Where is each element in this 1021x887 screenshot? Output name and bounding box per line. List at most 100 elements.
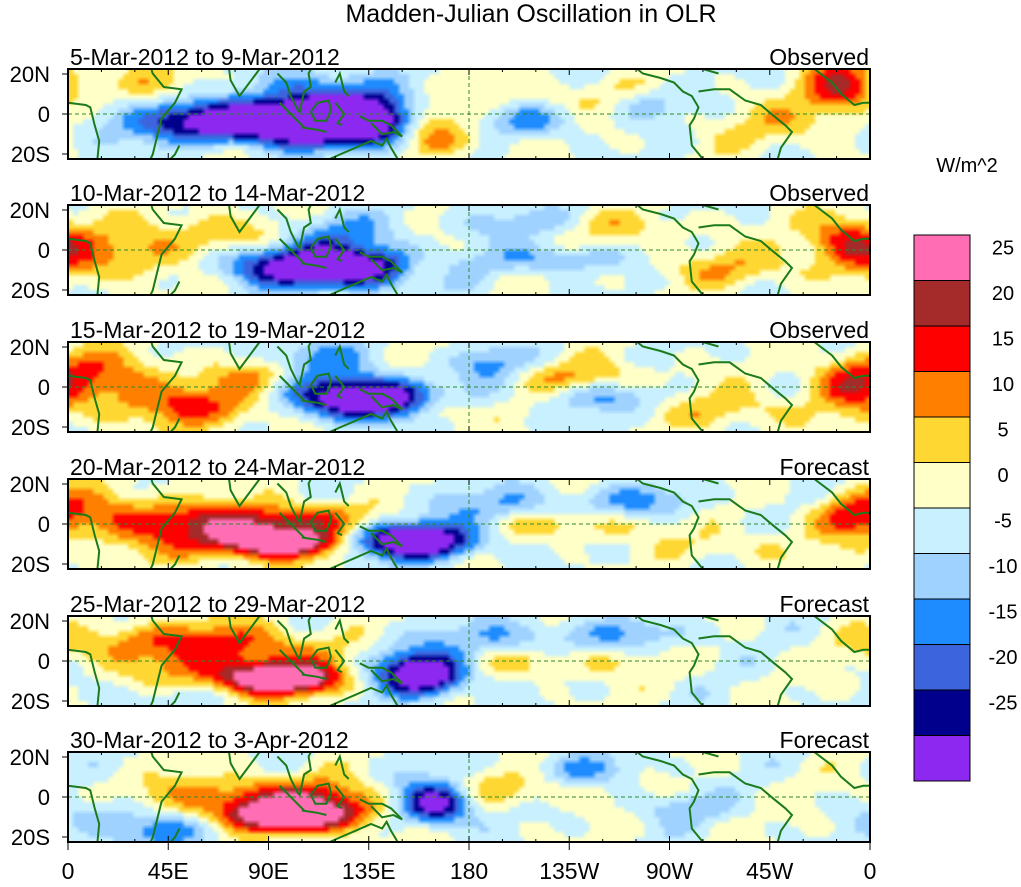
x-tick-label: 180	[450, 858, 488, 884]
panel-type-label: Observed	[769, 180, 869, 206]
coastline	[149, 752, 184, 842]
coastline	[334, 512, 346, 537]
coastlines	[68, 69, 870, 159]
colorbar-swatch	[913, 280, 971, 327]
colorbar-units-label: W/m^2	[936, 155, 998, 177]
x-axis: 0 45E 90E 135E 180 135W 90W 45W 0	[62, 842, 877, 884]
x-tick-label: 135W	[539, 858, 599, 884]
panel-period-label: 20-Mar-2012 to 24-Mar-2012	[70, 454, 365, 480]
panel-type-label: Observed	[769, 44, 869, 70]
coastline	[228, 752, 263, 781]
coastline	[334, 238, 346, 263]
y-tick-label: 20S	[11, 689, 50, 714]
x-tick-label: 0	[864, 858, 877, 884]
coastline	[68, 237, 101, 295]
y-tick-label: 20N	[10, 472, 50, 497]
coastline	[327, 272, 399, 295]
y-tick-label: 0	[38, 238, 50, 263]
coastline	[334, 375, 346, 400]
coastline	[359, 251, 403, 274]
coastline	[334, 343, 350, 370]
coastline	[278, 785, 305, 812]
coastline	[278, 375, 305, 402]
colorbar-level-label: 25	[992, 238, 1014, 260]
coastline	[309, 646, 332, 669]
coastline	[228, 616, 263, 645]
colorbar-level-label: -25	[989, 693, 1018, 715]
coastline	[813, 752, 870, 790]
coastline	[327, 819, 399, 842]
coastline	[68, 101, 101, 159]
coastline	[278, 512, 305, 539]
coastline	[169, 145, 181, 159]
colorbar-swatch	[913, 598, 971, 645]
colorbar-level-label: 10	[992, 374, 1014, 396]
coastline	[278, 238, 305, 265]
colorbar-level-label: -10	[989, 556, 1018, 578]
coastline	[68, 374, 101, 432]
coastline	[813, 479, 870, 517]
coastline	[278, 649, 305, 676]
coastline	[813, 616, 870, 654]
panel-period-label: 30-Mar-2012 to 3-Apr-2012	[70, 727, 349, 753]
coastline	[276, 205, 312, 250]
coastline	[301, 536, 327, 543]
colorbar-level-label: 15	[992, 329, 1014, 351]
coastlines	[68, 205, 870, 295]
y-tick-label: 0	[38, 375, 50, 400]
y-tick-label: 20S	[11, 552, 50, 577]
coastline	[813, 342, 870, 380]
coastline	[169, 828, 181, 842]
coastline	[149, 479, 184, 569]
coastline	[301, 809, 327, 816]
panel-type-label: Forecast	[780, 727, 870, 753]
x-tick-label: 45E	[148, 858, 189, 884]
coastline	[694, 752, 719, 758]
coastline	[68, 511, 101, 569]
coastline	[169, 555, 181, 569]
coastline	[228, 342, 263, 371]
coastline	[149, 69, 184, 159]
colorbar-swatch	[913, 371, 971, 418]
coastline	[635, 616, 704, 706]
coastline	[309, 509, 332, 532]
coastline	[276, 69, 312, 114]
coastline	[327, 683, 399, 706]
coastline	[334, 480, 350, 507]
coastline	[334, 753, 350, 780]
map-panel: 10-Mar-2012 to 14-Mar-2012 Observed 20N 0 20…	[10, 180, 871, 303]
coastline	[635, 479, 704, 569]
colorbar-level-label: -15	[989, 602, 1018, 624]
coastline	[276, 616, 312, 661]
panel-period-label: 15-Mar-2012 to 19-Mar-2012	[70, 317, 365, 343]
coastline	[327, 409, 399, 432]
coastlines	[68, 616, 870, 706]
panel-type-label: Forecast	[780, 454, 870, 480]
coastline	[327, 546, 399, 569]
coastline	[327, 136, 399, 159]
coastline	[698, 224, 794, 295]
coastline	[278, 102, 305, 129]
y-tick-label: 0	[38, 512, 50, 537]
y-tick-label: 0	[38, 102, 50, 127]
coastline	[309, 235, 332, 258]
y-tick-label: 20N	[10, 335, 50, 360]
colorbar-swatch	[913, 325, 971, 372]
chart-title: Madden-Julian Oscillation in OLR	[345, 0, 716, 28]
coastline	[334, 617, 350, 644]
x-tick-label: 90E	[248, 858, 289, 884]
coastline	[169, 418, 181, 432]
colorbar-swatch	[913, 644, 971, 691]
coastline	[276, 752, 312, 797]
coastline	[635, 342, 704, 432]
y-tick-label: 20N	[10, 609, 50, 634]
coastline	[309, 372, 332, 395]
y-tick-label: 20N	[10, 198, 50, 223]
colorbar-level-label: 20	[992, 283, 1014, 305]
panel-period-label: 25-Mar-2012 to 29-Mar-2012	[70, 591, 365, 617]
coastline	[334, 785, 346, 810]
y-tick-label: 20N	[10, 62, 50, 87]
coastline	[698, 771, 794, 842]
coastline	[309, 782, 332, 805]
coastline	[694, 342, 719, 348]
